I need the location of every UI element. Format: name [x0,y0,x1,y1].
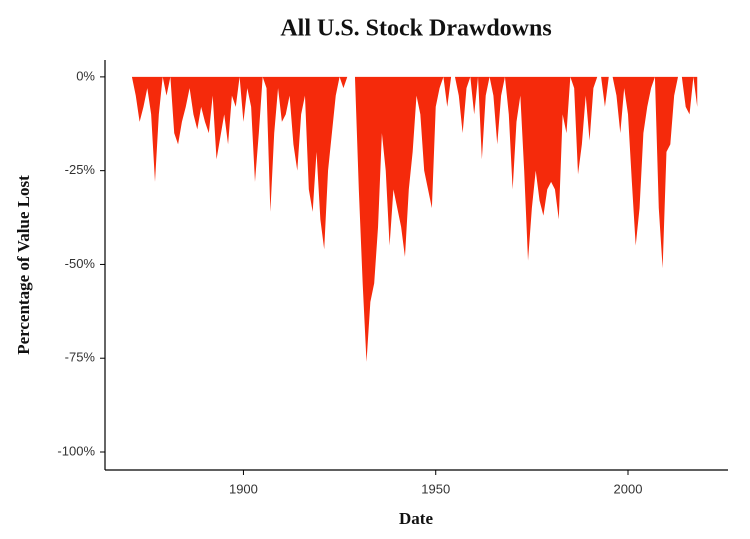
x-tick-label: 2000 [614,481,643,496]
drawdown-area [131,76,698,362]
y-tick-label: -25% [65,162,96,177]
y-tick-label: -100% [57,443,95,458]
y-tick-label: -50% [65,256,96,271]
chart-title: All U.S. Stock Drawdowns [280,16,551,42]
x-tick-label: 1900 [229,481,258,496]
x-axis-label: Date [399,509,433,528]
y-axis-label: Percentage of Value Lost [14,175,33,355]
y-tick-label: -75% [65,350,96,365]
x-tick-label: 1950 [421,481,450,496]
y-tick-label: 0% [76,68,95,83]
